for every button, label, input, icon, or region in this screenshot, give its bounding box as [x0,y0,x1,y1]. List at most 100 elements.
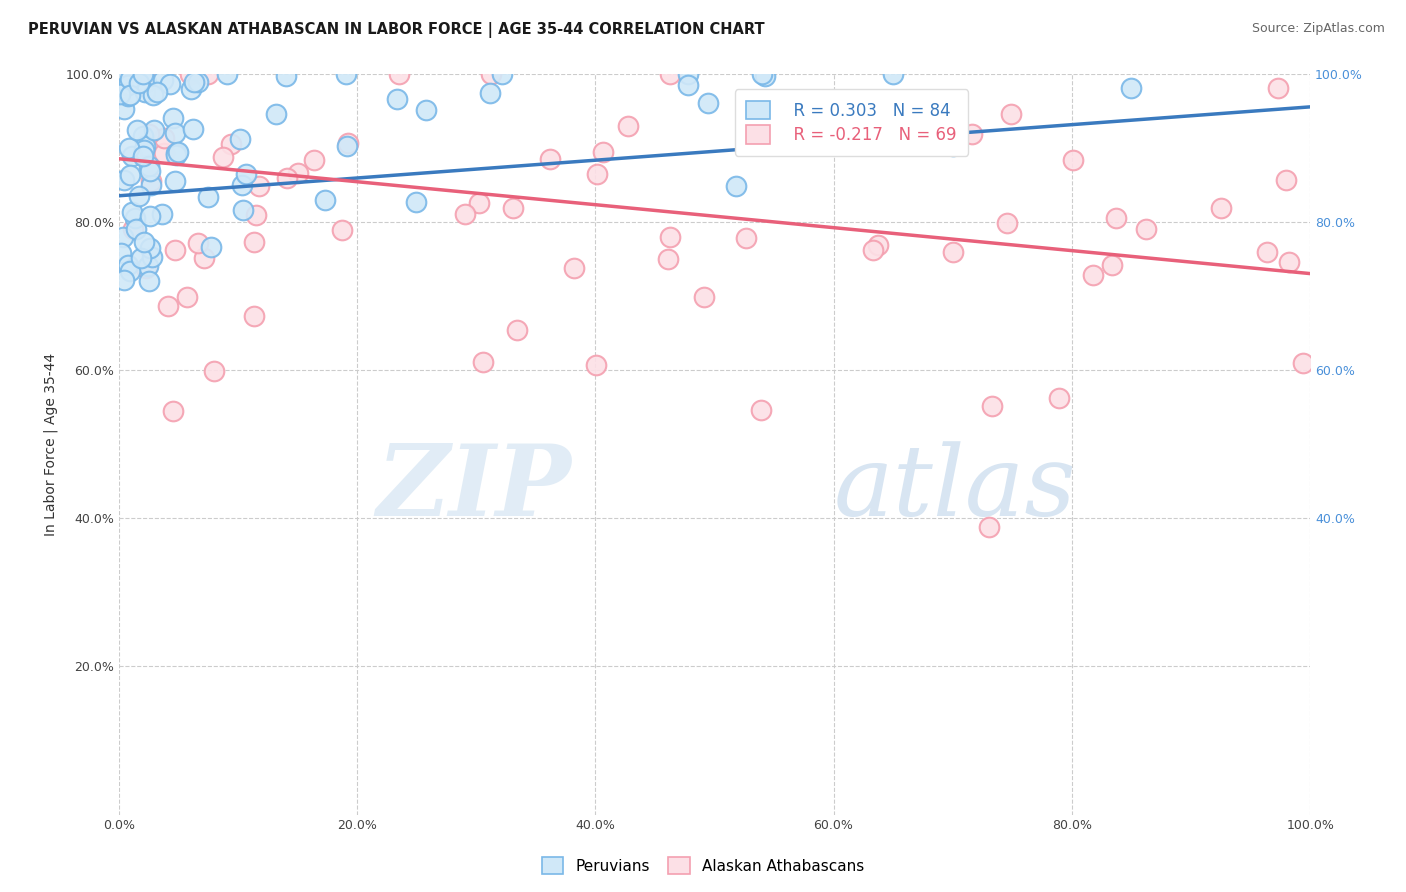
Point [111,81,134,95]
Point [676,66,699,80]
Point [134,66,156,80]
Point [202,364,225,378]
Point [882,66,904,80]
Point [183,75,205,89]
Point [179,66,201,80]
Point [942,245,965,260]
Legend: Peruvians, Alaskan Athabascans: Peruvians, Alaskan Athabascans [536,851,870,880]
Point [823,112,845,126]
Point [118,87,141,102]
Point [166,145,188,160]
Point [153,146,176,161]
Point [197,66,219,80]
Point [150,207,173,221]
Point [454,207,477,221]
Point [136,259,159,273]
Point [117,258,139,272]
Point [658,229,681,244]
Point [153,131,176,145]
Text: ZIP: ZIP [377,441,571,537]
Point [962,127,984,141]
Point [1101,258,1123,272]
Point [696,95,718,110]
Point [219,136,242,151]
Point [1267,81,1289,95]
Point [659,67,682,81]
Point [125,222,148,236]
Point [676,78,699,93]
Point [128,76,150,90]
Point [1049,391,1071,405]
Point [247,179,270,194]
Point [314,193,336,207]
Point [187,74,209,88]
Point [132,235,155,249]
Point [193,251,215,265]
Point [243,235,266,249]
Point [200,240,222,254]
Point [724,178,747,193]
Point [128,189,150,203]
Point [585,167,607,181]
Point [304,153,326,167]
Point [335,66,357,80]
Point [405,195,427,210]
Point [468,196,491,211]
Point [134,138,156,153]
Point [146,85,169,99]
Point [846,120,869,135]
Point [981,399,1004,413]
Point [228,131,250,145]
Point [1121,81,1143,95]
Point [274,69,297,83]
Point [562,260,585,275]
Point [129,251,152,265]
Point [235,167,257,181]
Point [187,235,209,250]
Point [751,66,773,80]
Point [592,145,614,160]
Point [124,211,146,225]
Point [243,309,266,323]
Point [693,290,716,304]
Point [135,261,157,276]
Point [118,71,141,86]
Point [1105,211,1128,225]
Point [870,123,893,137]
Point [538,153,561,167]
Point [385,92,408,106]
Point [163,174,186,188]
Point [1209,201,1232,215]
Point [139,174,162,188]
Point [134,85,156,99]
Legend:   R = 0.303   N = 84,   R = -0.217   N = 69: R = 0.303 N = 84, R = -0.217 N = 69 [735,89,969,156]
Point [152,72,174,87]
Point [1274,173,1296,187]
Point [479,66,502,80]
Point [165,126,187,140]
Point [121,149,143,163]
Point [799,117,821,131]
Point [117,88,139,103]
Y-axis label: In Labor Force | Age 35-44: In Labor Force | Age 35-44 [44,352,58,535]
Point [977,520,1000,534]
Point [117,141,139,155]
Point [472,354,495,368]
Point [138,127,160,141]
Point [108,87,131,101]
Point [142,88,165,103]
Point [942,138,965,153]
Point [585,358,607,372]
Point [337,136,360,150]
Point [112,173,135,187]
Point [125,123,148,137]
Point [165,147,187,161]
Point [162,111,184,125]
Point [112,103,135,117]
Point [215,66,238,80]
Point [197,190,219,204]
Point [120,264,142,278]
Point [139,241,162,255]
Text: Source: ZipAtlas.com: Source: ZipAtlas.com [1251,22,1385,36]
Point [132,66,155,80]
